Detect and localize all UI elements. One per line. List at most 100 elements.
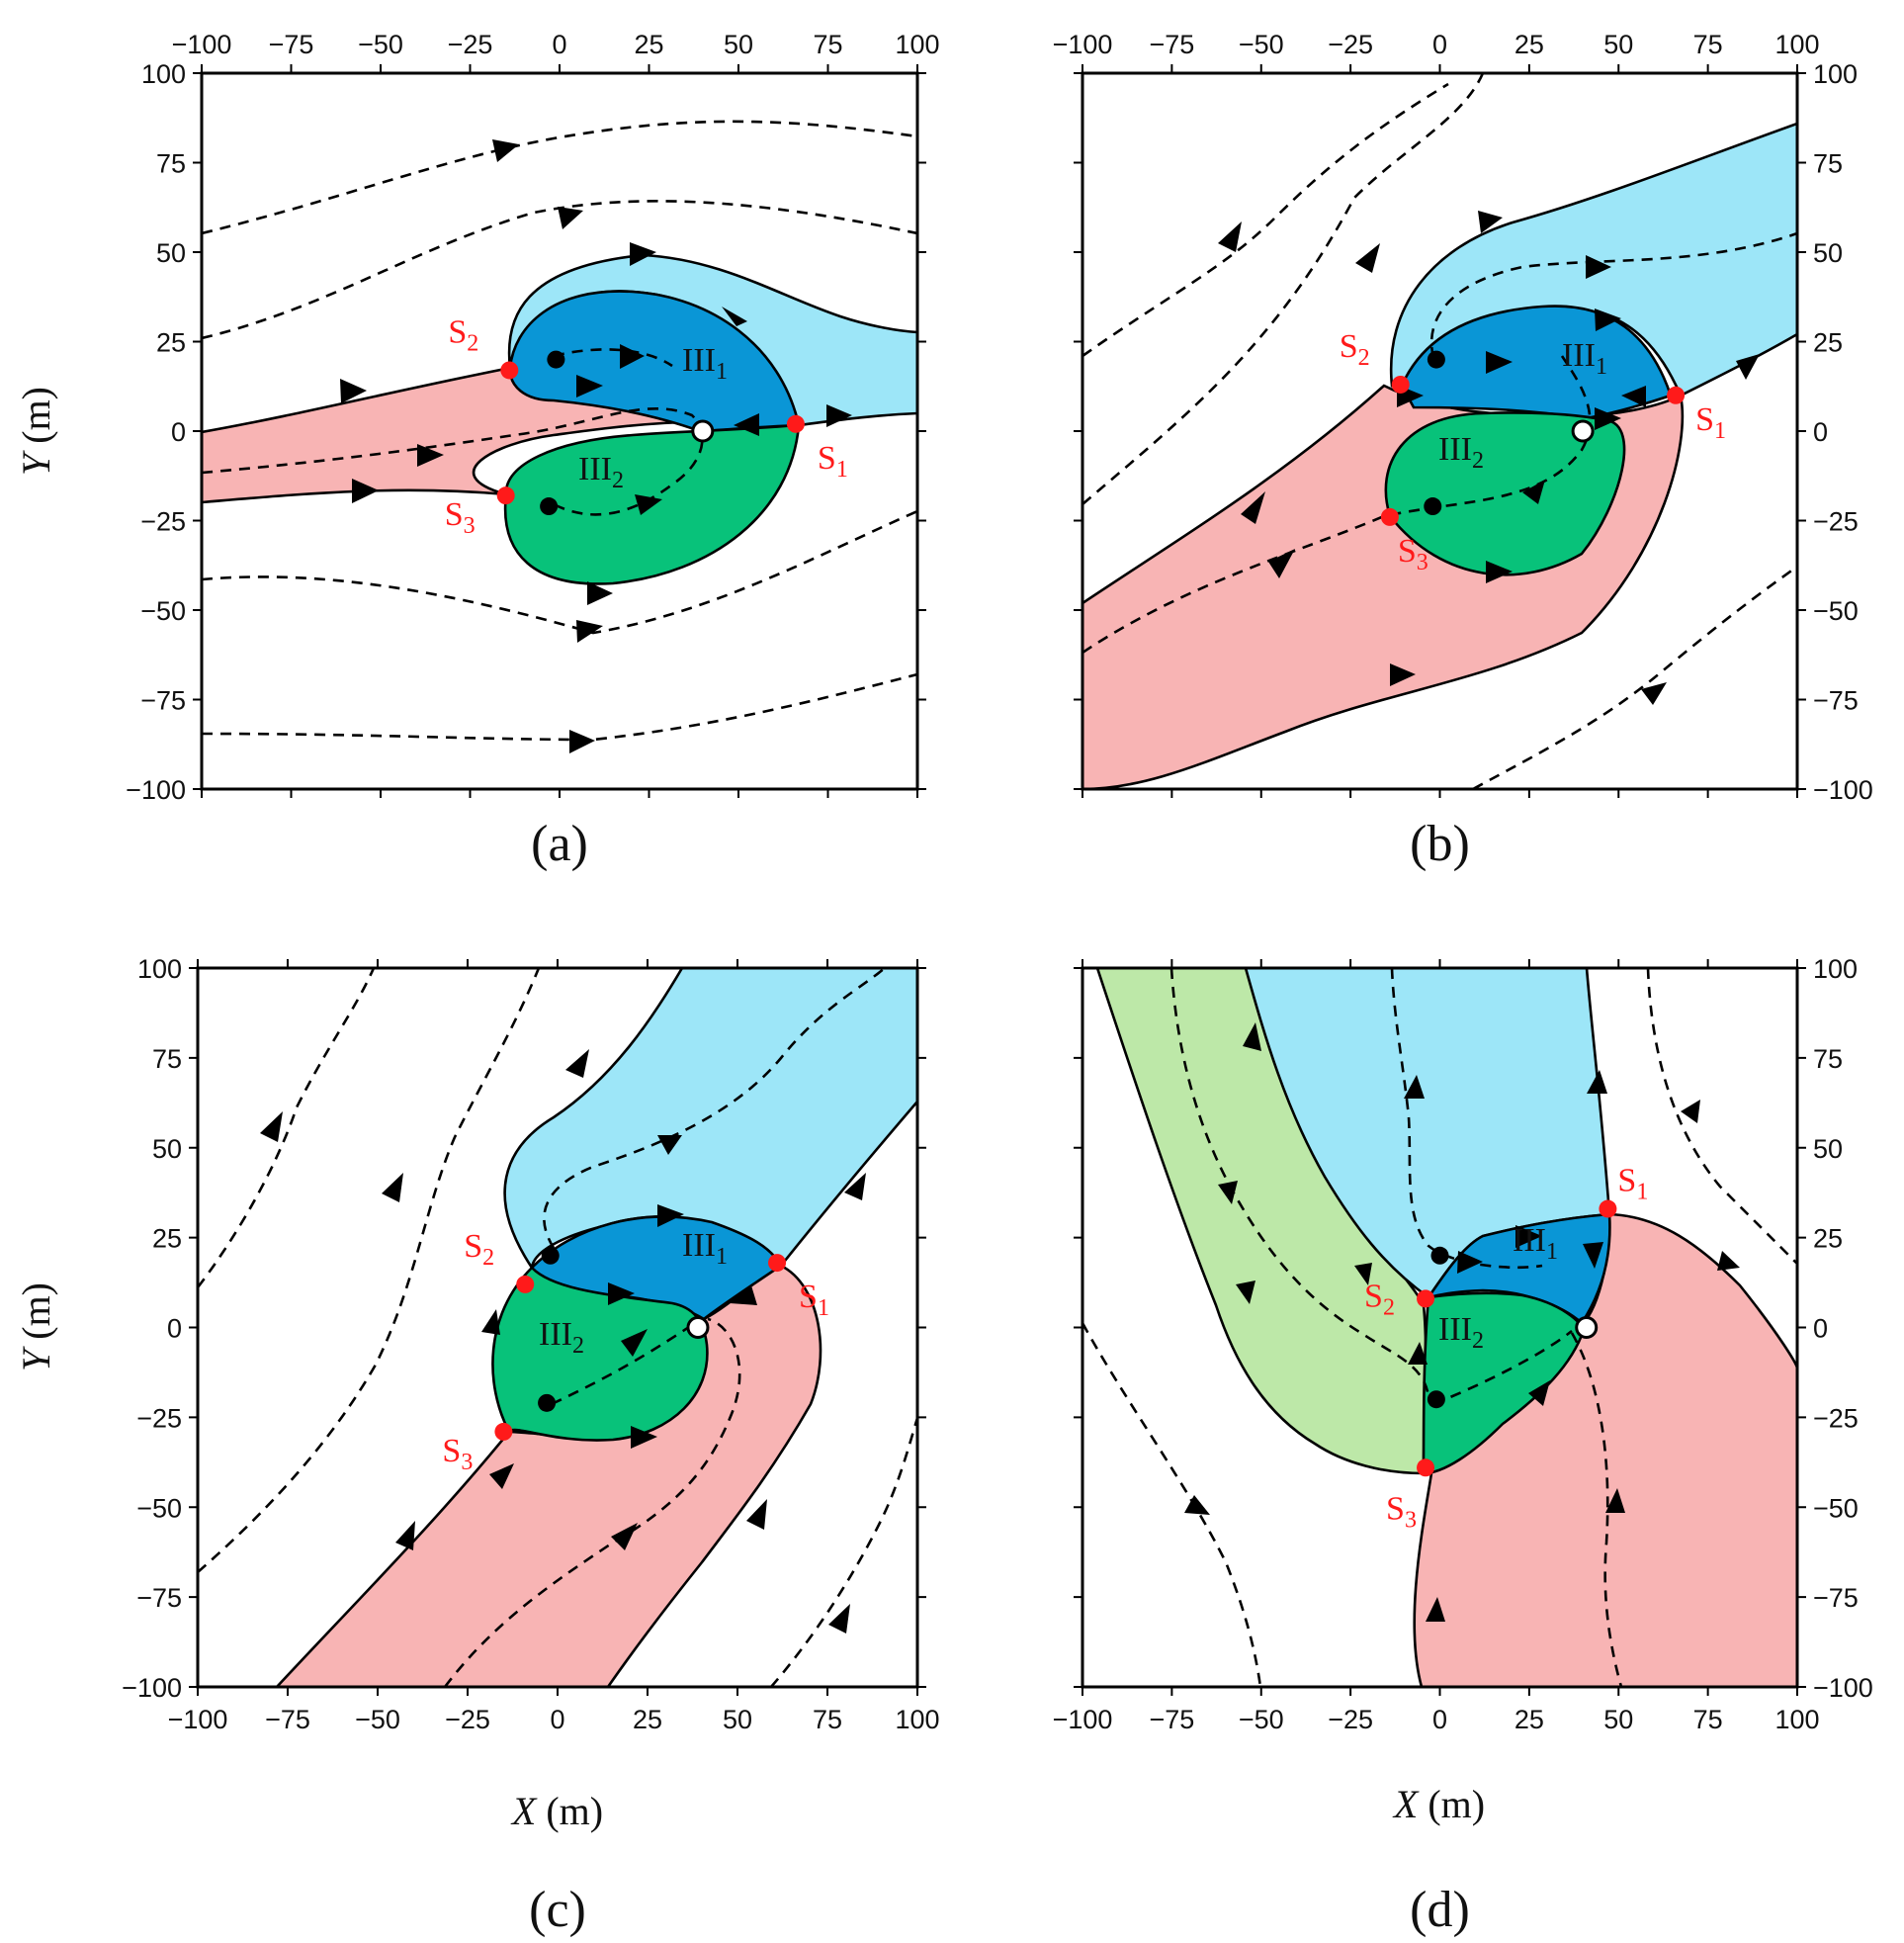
y-tick-label: 75: [1813, 1044, 1843, 1074]
y-tick-label: 25: [152, 1224, 182, 1254]
source-point: [540, 497, 559, 516]
saddle-point: [496, 486, 515, 505]
source-point: [541, 1246, 560, 1265]
source-point: [1427, 350, 1445, 369]
y-tick-label: 75: [1813, 149, 1843, 179]
x-tick-label: −25: [1328, 1705, 1373, 1734]
saddle-point: [1417, 1458, 1435, 1477]
region-III2-label: III2: [1438, 1311, 1484, 1354]
y-tick-label: 0: [167, 1314, 182, 1344]
x-tick-label: 100: [1774, 30, 1819, 59]
saddle-label: S3: [1386, 1490, 1417, 1533]
saddle-label: S2: [1340, 328, 1370, 371]
y-tick-label: −25: [140, 507, 186, 537]
y-tick-label: 0: [1813, 417, 1828, 447]
x-tick-label: 0: [1432, 1705, 1447, 1734]
y-tick-label: −25: [1813, 507, 1859, 537]
x-tick-label: −100: [172, 30, 232, 59]
x-tick-label: 0: [552, 30, 566, 59]
source-point: [1430, 1246, 1449, 1265]
panel-d: [1081, 966, 1799, 1689]
y-tick-label: 100: [1813, 59, 1858, 89]
saddle-point: [1380, 507, 1399, 526]
x-tick-label: 75: [813, 30, 842, 59]
panel-b: [1081, 71, 1799, 791]
x-axis-title-d: X (m): [1392, 1782, 1485, 1826]
y-tick-label: −100: [1813, 1673, 1873, 1703]
region-III1: [1400, 305, 1673, 420]
y-tick-label: −75: [1813, 686, 1859, 716]
y-tick-label: −50: [1813, 596, 1859, 626]
x-tick-label: 0: [550, 1705, 564, 1734]
y-tick-label: −75: [140, 686, 186, 716]
y-tick-label: 50: [1813, 1134, 1843, 1164]
x-tick-label: 75: [813, 1705, 842, 1734]
region-III2-label: III2: [539, 1316, 584, 1359]
x-tick-label: −100: [1053, 30, 1113, 59]
panel-label: (c): [529, 1882, 586, 1938]
panel-3-axes: −100 −75 −50 −25 0 25 50 75 100 −100 −75 −50 −25 0 25 5…: [122, 954, 939, 1938]
x-tick-label: −50: [358, 30, 403, 59]
x-tick-label: 100: [895, 30, 939, 59]
saddle-label: S2: [448, 313, 478, 356]
x-tick-label: −100: [1053, 1705, 1113, 1734]
y-tick-label: 75: [152, 1044, 182, 1074]
y-axis-title-a: Y (m): [14, 387, 58, 476]
region-III2-label: III2: [578, 451, 624, 493]
x-tick-label: −75: [1149, 1705, 1194, 1734]
x-tick-label: −75: [269, 30, 314, 59]
x-tick-label: 0: [1432, 30, 1447, 59]
saddle-label: S3: [445, 496, 476, 539]
panel-2-axes: −100 −75 −50 −25 0 25 50 75 100 −100 −75 −50 −25 0 25 5…: [1053, 30, 1873, 872]
equilibrium-point: [1575, 1316, 1599, 1339]
x-tick-label: −100: [168, 1705, 228, 1734]
y-tick-label: −50: [1813, 1493, 1859, 1523]
y-tick-label: 75: [156, 149, 186, 179]
y-tick-label: 100: [141, 59, 186, 89]
y-tick-label: −50: [136, 1493, 182, 1523]
x-tick-label: 100: [895, 1705, 939, 1734]
equilibrium-point: [686, 1316, 710, 1339]
y-axis-title-c: Y (m): [14, 1282, 58, 1371]
source-point: [1424, 497, 1442, 516]
x-tick-label: −25: [1328, 30, 1373, 59]
y-tick-label: −75: [1813, 1583, 1859, 1613]
x-tick-label: 25: [634, 30, 663, 59]
y-tick-label: 100: [1813, 954, 1858, 984]
y-tick-label: 50: [156, 238, 186, 268]
saddle-point: [1599, 1199, 1617, 1218]
saddle-point: [494, 1422, 513, 1441]
source-point: [1427, 1390, 1445, 1409]
panel-4-axes: −100 −75 −50 −25 0 25 50 75 100−100−75−50−250255…: [1053, 954, 1873, 1938]
y-tick-label: −100: [122, 1673, 182, 1703]
region-III1-label: III1: [1513, 1222, 1558, 1265]
saddle-point: [500, 361, 519, 380]
x-tick-label: −25: [445, 1705, 490, 1734]
y-tick-label: 50: [1813, 238, 1843, 268]
x-tick-label: 50: [1603, 1705, 1633, 1734]
equilibrium-point: [691, 419, 715, 443]
region-III1-label: III1: [1562, 337, 1607, 380]
x-tick-label: 100: [1774, 1705, 1819, 1734]
saddle-point: [786, 414, 805, 433]
saddle-point: [1391, 375, 1410, 394]
saddle-point: [768, 1254, 787, 1273]
y-tick-label: 0: [171, 417, 186, 447]
y-tick-label: −100: [1813, 775, 1873, 805]
saddle-label: S1: [1617, 1163, 1648, 1205]
saddle-point: [1417, 1289, 1435, 1308]
x-tick-label: 75: [1693, 30, 1723, 59]
x-tick-label: −50: [355, 1705, 400, 1734]
saddle-label: S2: [1364, 1278, 1395, 1320]
saddle-label: S2: [464, 1228, 494, 1271]
saddle-label: S3: [1398, 533, 1428, 575]
x-tick-label: −25: [448, 30, 493, 59]
x-tick-label: 50: [724, 30, 753, 59]
y-tick-label: −25: [1813, 1403, 1859, 1433]
y-tick-label: 100: [137, 954, 182, 984]
x-tick-label: 25: [1515, 1705, 1544, 1734]
y-tick-label: 25: [1813, 328, 1843, 358]
y-tick-label: 50: [152, 1134, 182, 1164]
x-tick-label: 75: [1693, 1705, 1723, 1734]
